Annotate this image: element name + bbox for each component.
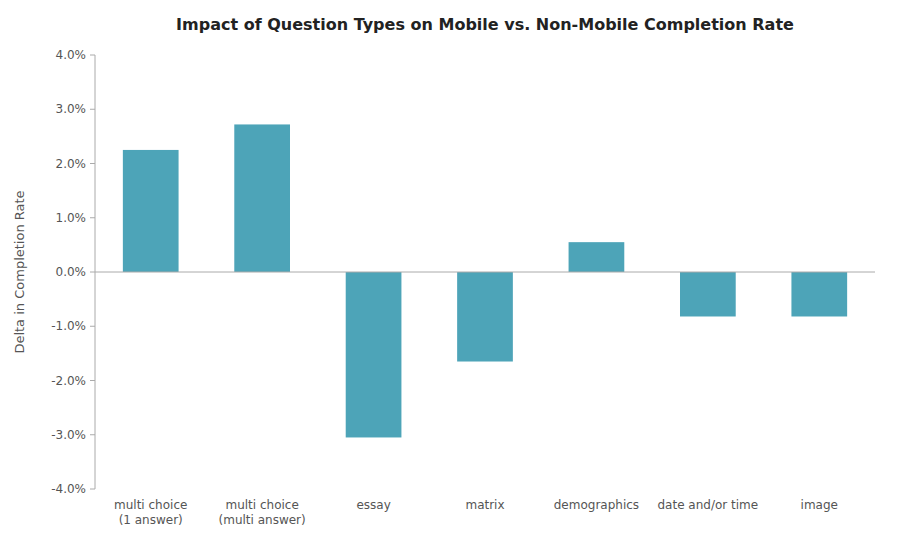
x-axis: multi choice(1 answer) multi choice(multi… [114,498,838,527]
y-axis: -4.0% -3.0% -2.0% -1.0% 0.0% 1.0% 2.0% 3.0% 4.0% [51,48,95,496]
y-tick-label: -1.0% [51,319,86,333]
bar [569,242,625,272]
bar [680,272,736,316]
bar [457,272,513,362]
y-tick-label: 1.0% [56,211,87,225]
title: Impact of Question Types on Mobile vs. N… [176,15,794,34]
y-tick-label: -4.0% [51,482,86,496]
y-tick-label: -2.0% [51,374,86,388]
y-tick-label: 2.0% [56,157,87,171]
x-tick-label: date and/or time [658,498,759,512]
x-tick-label: demographics [554,498,639,512]
x-tick-label: image [801,498,838,512]
y-tick-label: 0.0% [56,265,87,279]
y-tick [90,163,95,164]
bars [123,124,847,437]
x-tick-label: multi choice(1 answer) [114,498,187,527]
y-tick-label: 3.0% [56,102,87,116]
y-axis-label: Delta in Completion Rate [12,190,27,353]
y-tick-label: -3.0% [51,428,86,442]
y-tick [90,489,95,490]
x-tick-label: matrix [465,498,504,512]
y-tick [90,272,95,273]
y-tick [90,326,95,327]
chart-container: Impact of Question Types on Mobile vs. N… [0,0,900,551]
x-tick-label: essay [356,498,390,512]
x-tick-label: multi choice(multi answer) [219,498,306,527]
bar [123,150,179,272]
y-tick [90,217,95,218]
y-tick-label: 4.0% [56,48,87,62]
y-tick [90,434,95,435]
y-tick [90,55,95,56]
zero-line [95,272,875,273]
y-tick [90,380,95,381]
y-tick [90,109,95,110]
bar [234,124,290,272]
chart: Impact of Question Types on Mobile vs. N… [0,0,900,551]
bar [791,272,847,316]
bar [346,272,402,437]
